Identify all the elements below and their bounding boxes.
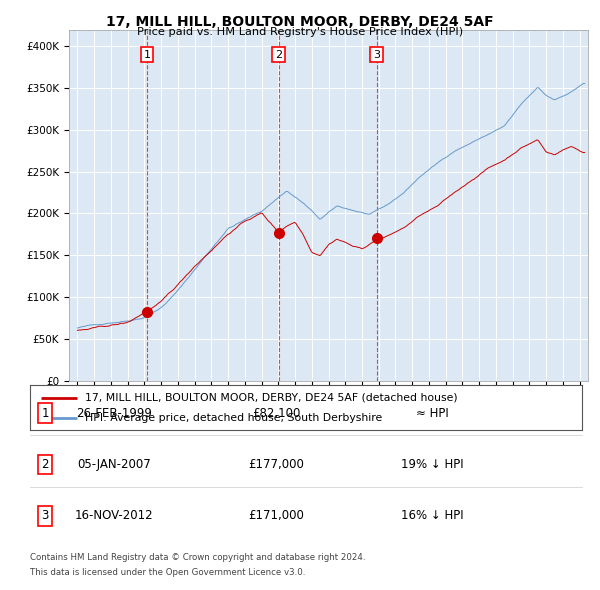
Text: 3: 3: [41, 509, 49, 523]
Text: ≈ HPI: ≈ HPI: [416, 407, 448, 420]
Text: 26-FEB-1999: 26-FEB-1999: [76, 407, 152, 420]
Text: 1: 1: [143, 50, 151, 60]
Text: £82,100: £82,100: [252, 407, 300, 420]
Text: £177,000: £177,000: [248, 458, 304, 471]
Text: 17, MILL HILL, BOULTON MOOR, DERBY, DE24 5AF (detached house): 17, MILL HILL, BOULTON MOOR, DERBY, DE24…: [85, 393, 458, 402]
Text: £171,000: £171,000: [248, 509, 304, 523]
Text: 1: 1: [41, 407, 49, 420]
Text: 2: 2: [275, 50, 282, 60]
Text: 16-NOV-2012: 16-NOV-2012: [74, 509, 154, 523]
Text: 16% ↓ HPI: 16% ↓ HPI: [401, 509, 463, 523]
Text: 05-JAN-2007: 05-JAN-2007: [77, 458, 151, 471]
Text: 3: 3: [373, 50, 380, 60]
Text: HPI: Average price, detached house, South Derbyshire: HPI: Average price, detached house, Sout…: [85, 414, 382, 424]
Text: 17, MILL HILL, BOULTON MOOR, DERBY, DE24 5AF: 17, MILL HILL, BOULTON MOOR, DERBY, DE24…: [106, 15, 494, 29]
Text: 19% ↓ HPI: 19% ↓ HPI: [401, 458, 463, 471]
Text: Price paid vs. HM Land Registry's House Price Index (HPI): Price paid vs. HM Land Registry's House …: [137, 27, 463, 37]
Text: 2: 2: [41, 458, 49, 471]
Text: This data is licensed under the Open Government Licence v3.0.: This data is licensed under the Open Gov…: [30, 568, 305, 576]
Text: Contains HM Land Registry data © Crown copyright and database right 2024.: Contains HM Land Registry data © Crown c…: [30, 553, 365, 562]
